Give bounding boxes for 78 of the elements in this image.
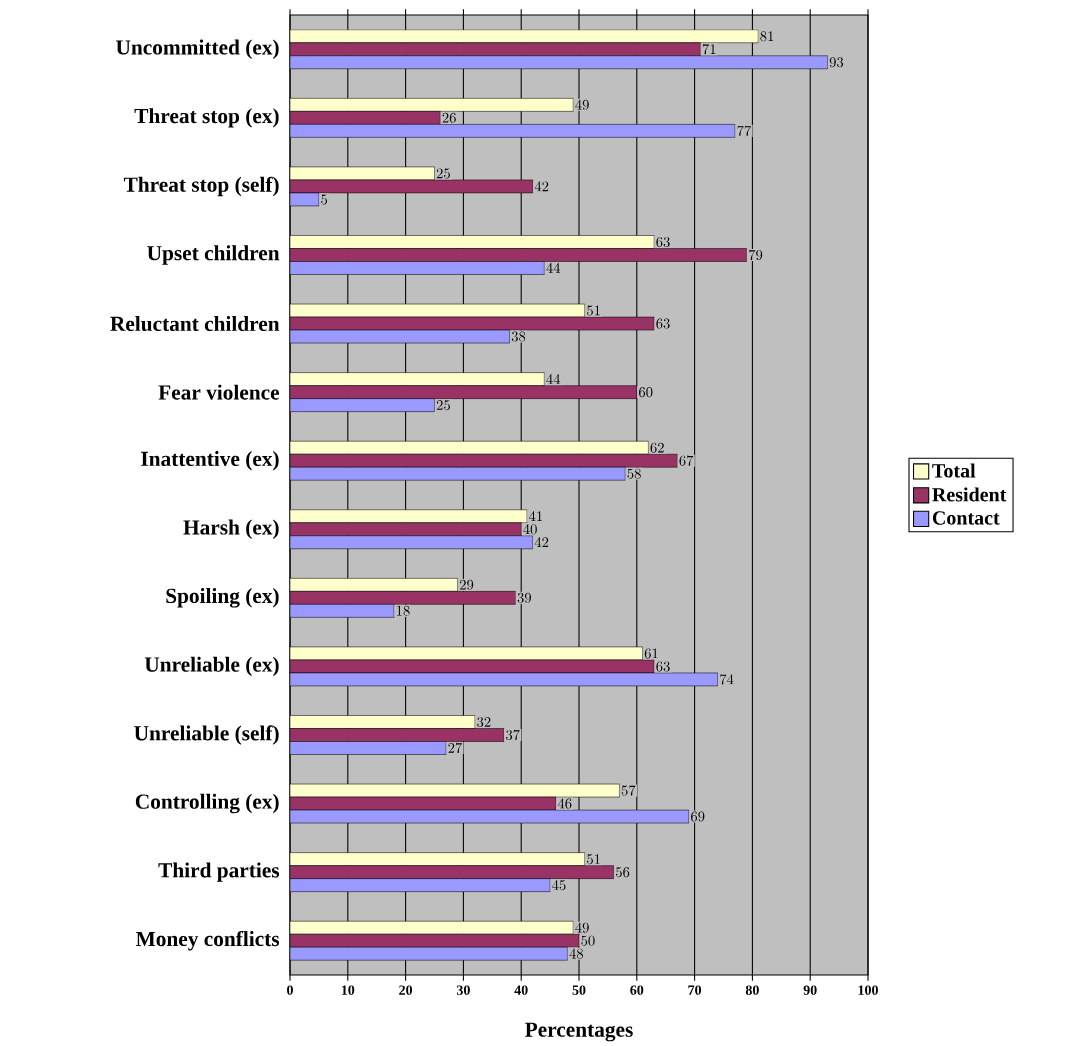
legend-label: Total (932, 463, 976, 478)
x-tick-label: 90 (803, 985, 817, 995)
data-label: 61 (644, 648, 658, 659)
y-tick-label: Controlling (ex) (135, 793, 279, 814)
y-tick-label: Upset children (147, 245, 280, 265)
x-tick-label: 70 (688, 985, 702, 995)
y-tick-label: Inattentive (ex) (141, 451, 279, 471)
y-tick-label: Threat stop (self) (123, 176, 279, 197)
data-label: 44 (546, 374, 561, 384)
bar (290, 385, 638, 400)
data-label: 63 (656, 237, 670, 248)
x-tick-label: 50 (572, 985, 586, 995)
data-label: 26 (442, 112, 456, 123)
x-tick-label: 0 (287, 985, 293, 995)
x-tick-label: 60 (630, 985, 644, 995)
data-label: 37 (506, 729, 520, 741)
data-label: 42 (534, 181, 549, 192)
legend-label: Resident (932, 487, 1007, 502)
bar (290, 111, 441, 125)
data-label: 44 (546, 262, 561, 273)
legend-label: Contact (932, 511, 1000, 525)
data-label: 46 (557, 798, 572, 809)
data-label: 49 (575, 922, 589, 933)
y-tick-label: Unreliable (ex) (144, 656, 279, 677)
y-tick-label: Harsh (ex) (183, 519, 279, 540)
data-label: 50 (581, 935, 595, 946)
data-label: 60 (639, 387, 653, 398)
data-label: 40 (523, 524, 537, 535)
x-tick-label: 10 (341, 985, 355, 995)
data-label: 51 (587, 854, 600, 865)
data-label: 25 (436, 168, 450, 179)
x-tick-label: 20 (399, 985, 413, 995)
data-label: 74 (720, 674, 734, 685)
data-label: 39 (517, 592, 531, 603)
y-tick-label: Reluctant children (110, 316, 280, 332)
data-label: 63 (656, 661, 670, 672)
y-tick-label: Third parties (158, 862, 280, 882)
data-label: 69 (691, 811, 705, 822)
data-label: 27 (448, 742, 463, 754)
data-label: 29 (459, 579, 474, 590)
data-label: 63 (656, 318, 670, 329)
data-label: 49 (575, 99, 589, 110)
y-tick-label: Spoiling (ex) (166, 588, 279, 608)
data-label: 56 (616, 867, 630, 878)
bar (290, 42, 701, 57)
x-axis-title: Percentages (525, 1022, 633, 1042)
data-label: 45 (552, 880, 566, 891)
data-label: 48 (569, 948, 584, 959)
x-tick-label: 80 (745, 985, 759, 995)
y-tick-label: Money conflicts (135, 931, 280, 951)
data-label: 18 (396, 605, 410, 616)
y-tick-label: Threat stop (ex) (134, 108, 279, 128)
y-tick-label: Uncommitted (ex) (116, 39, 279, 60)
bar (290, 728, 505, 742)
data-label: 62 (650, 442, 664, 453)
data-label: 25 (436, 400, 450, 411)
data-label: 32 (477, 717, 491, 728)
data-label: 81 (760, 31, 774, 42)
data-label: 42 (534, 537, 549, 548)
x-tick-label: 30 (456, 985, 470, 995)
y-tick-label: Fear violence (158, 384, 280, 400)
data-label: 79 (749, 249, 763, 261)
data-label: 93 (829, 57, 844, 68)
bar (290, 934, 580, 948)
data-label: 77 (737, 125, 752, 136)
x-tick-label: 100 (858, 985, 878, 995)
data-label: 57 (621, 785, 636, 796)
data-label: 5 (321, 194, 328, 205)
x-tick-label: 40 (514, 985, 528, 995)
data-label: 67 (679, 455, 694, 466)
data-label: 38 (511, 331, 526, 342)
bar (290, 454, 678, 468)
data-label: 58 (627, 468, 641, 479)
data-label: 51 (587, 305, 600, 316)
y-tick-label: Unreliable (self) (134, 725, 279, 745)
bar (290, 865, 614, 880)
data-label: 71 (702, 44, 716, 55)
data-label: 41 (529, 511, 542, 522)
